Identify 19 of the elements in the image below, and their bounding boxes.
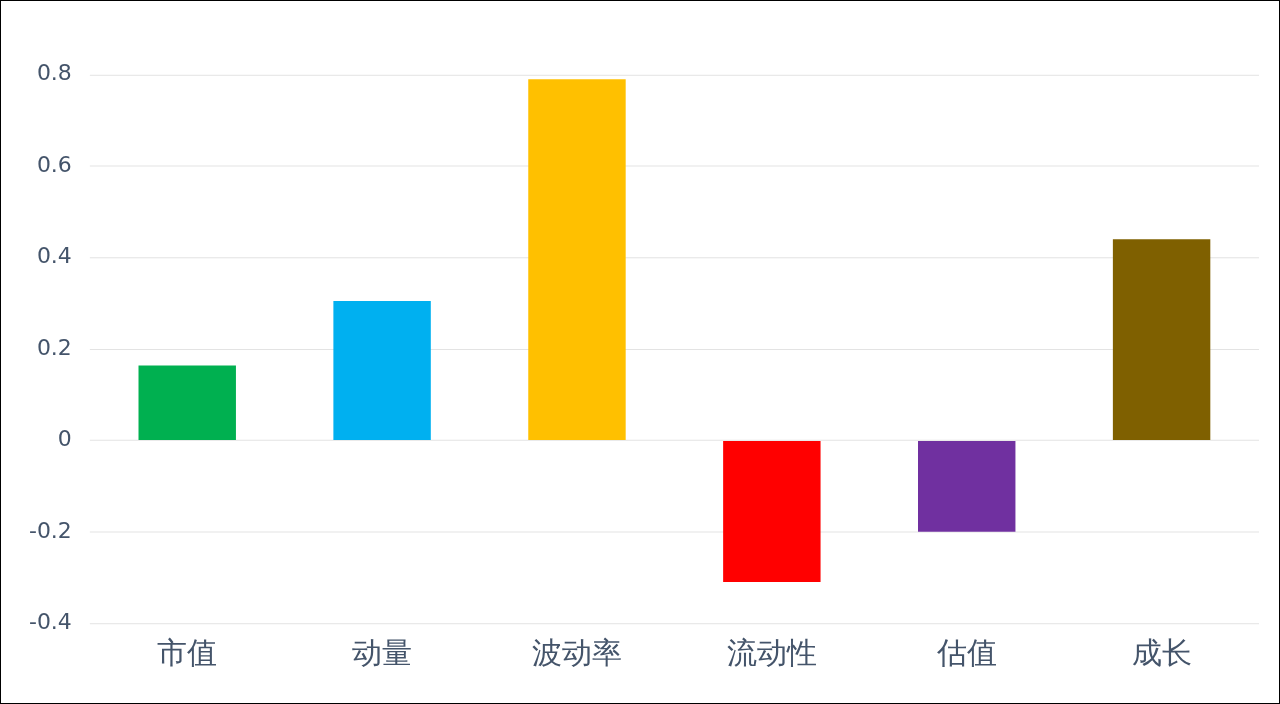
x-tick-label: 估值 (935, 634, 997, 670)
x-tick-label: 市值 (157, 634, 218, 670)
y-tick-label: 0.8 (36, 60, 72, 86)
x-tick-label: 动量 (352, 634, 413, 670)
x-tick-label: 波动率 (531, 634, 622, 670)
bar (138, 365, 236, 440)
y-tick-label: 0.6 (36, 151, 72, 177)
y-tick-label: 0 (57, 426, 72, 452)
y-tick-label: -0.4 (28, 608, 72, 634)
x-tick-label: 成长 (1131, 634, 1192, 670)
y-tick-label: -0.2 (28, 517, 72, 543)
y-tick-label: 0.4 (36, 243, 72, 269)
bar (1112, 239, 1211, 440)
bar (723, 440, 821, 583)
bar (918, 440, 1016, 532)
bar (528, 79, 626, 440)
bar (333, 301, 431, 440)
x-tick-label: 流动性 (726, 634, 817, 670)
y-tick-label: 0.2 (36, 334, 72, 360)
